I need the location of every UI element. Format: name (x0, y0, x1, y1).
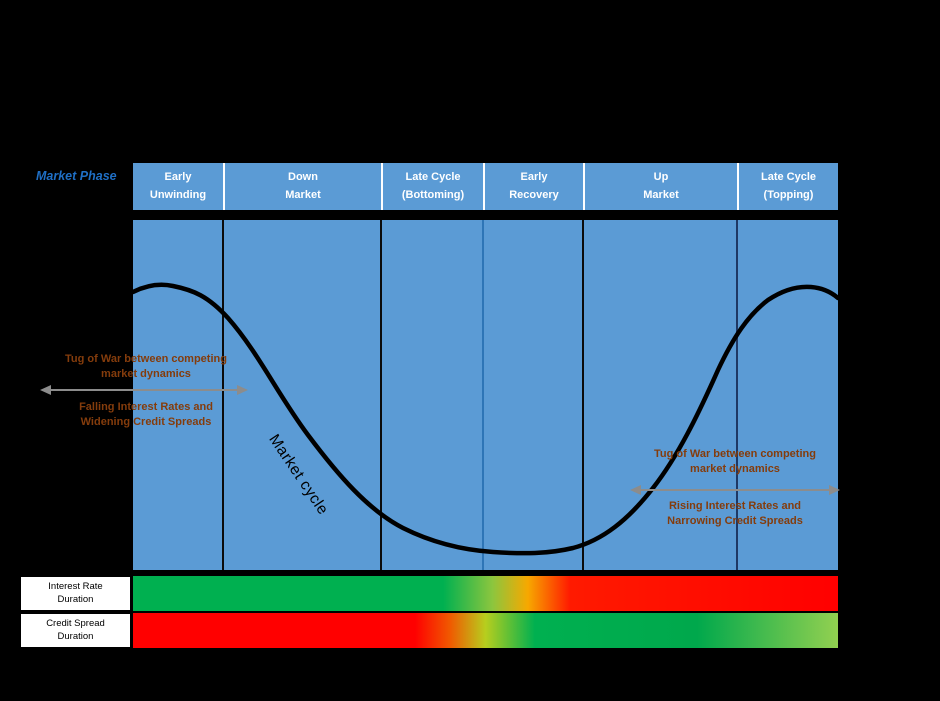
left-annotation-subtitle: Falling Interest Rates and Widening Cred… (79, 401, 213, 428)
gradient-bar-credit-spread (133, 613, 838, 648)
phase-up-market: Up Market (583, 163, 737, 210)
phase-late-cycle-topping: Late Cycle (Topping) (737, 163, 838, 210)
right-annotation-subtitle: Rising Interest Rates and Narrowing Cred… (667, 500, 803, 527)
right-annotation-title: Tug of War between competing market dyna… (654, 448, 816, 475)
credit-spread-duration-label: Credit Spread Duration (20, 613, 131, 648)
phase-divider-line (222, 220, 224, 570)
phase-late-cycle-bottoming: Late Cycle (Bottoming) (381, 163, 483, 210)
phase-early-unwinding: Early Unwinding (149, 170, 207, 201)
double-arrow-icon (630, 483, 840, 495)
phase-divider-line (380, 220, 382, 570)
phase-early-recovery: Early Recovery (483, 163, 583, 210)
row-label-text: Interest Rate Duration (48, 580, 103, 605)
row-label-text: Credit Spread Duration (46, 617, 105, 642)
market-cycle-plot-area: Market cycle (133, 220, 838, 570)
phase-divider-line (736, 220, 738, 570)
phase-divider-line (482, 220, 484, 570)
double-arrow-icon (40, 383, 248, 395)
phase-down-market: Down Market (223, 163, 381, 210)
interest-rate-duration-label: Interest Rate Duration (20, 576, 131, 611)
market-cycle-curve (133, 282, 838, 556)
phase-divider-line (582, 220, 584, 570)
gradient-bar-interest-rate (133, 576, 838, 611)
market-phase-label: Market Phase (36, 169, 117, 183)
left-annotation-title: Tug of War between competing market dyna… (65, 353, 227, 380)
phase-header-bar: Early Unwinding Down Market Late Cycle (… (133, 163, 838, 210)
